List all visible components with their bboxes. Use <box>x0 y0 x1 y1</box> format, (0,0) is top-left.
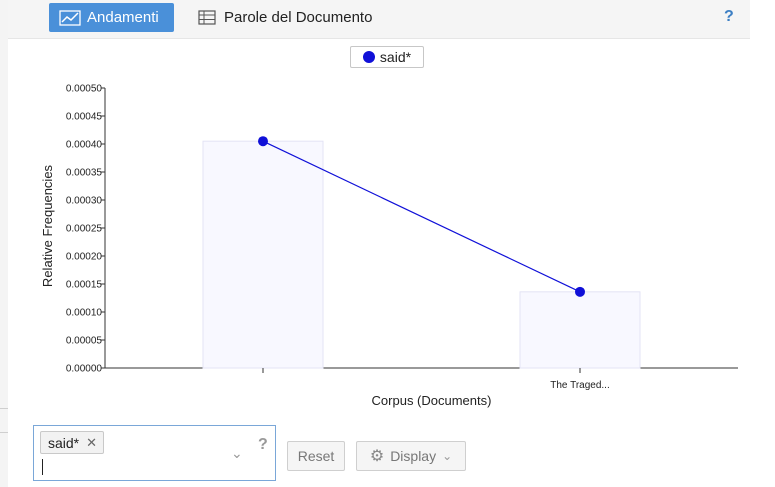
y-tick-label: 0.00025 <box>66 224 103 235</box>
display-button[interactable]: ⚙ Display ⌄ <box>356 441 466 471</box>
term-chip[interactable]: said* ✕ <box>40 431 105 454</box>
legend-label: said* <box>379 49 412 65</box>
help-icon[interactable]: ? <box>724 8 734 25</box>
y-tick-label: 0.00000 <box>66 364 103 375</box>
y-axis-title: Relative Frequencies <box>40 164 55 287</box>
x-axis-title: Corpus (Documents) <box>372 393 492 408</box>
term-search-input[interactable]: said* ✕ ⌄ <box>33 425 276 481</box>
data-point <box>258 136 268 147</box>
y-tick-label: 0.00045 <box>66 112 103 123</box>
trend-chart: 0.00000 0.00005 0.00010 0.00015 0.00020 0.000… <box>40 84 738 408</box>
reset-button[interactable]: Reset <box>287 441 345 471</box>
data-point <box>575 286 585 297</box>
display-button-label: Display <box>390 448 437 464</box>
y-tick-label: 0.00050 <box>66 84 103 95</box>
table-icon <box>198 10 216 25</box>
y-tick-label: 0.00020 <box>66 252 103 263</box>
chart-legend[interactable]: said* <box>350 46 424 68</box>
tab-andamenti[interactable]: Andamenti <box>49 3 174 32</box>
tab-andamenti-label: Andamenti <box>87 9 159 26</box>
chevron-down-icon[interactable]: ⌄ <box>231 445 243 461</box>
legend-marker <box>362 51 375 63</box>
left-gutter <box>0 0 8 487</box>
bar <box>519 291 641 369</box>
series-line <box>262 140 581 293</box>
reset-button-label: Reset <box>297 448 335 464</box>
y-tick-label: 0.00010 <box>66 308 103 319</box>
left-divider <box>0 432 8 433</box>
tab-parole-label: Parole del Documento <box>224 9 373 26</box>
line-chart-icon <box>59 9 81 26</box>
text-cursor <box>42 459 43 475</box>
help-icon[interactable]: ? <box>258 436 268 453</box>
chevron-down-icon: ⌄ <box>442 449 453 463</box>
gear-icon: ⚙ <box>369 448 385 465</box>
x-tick-label: The Traged... <box>550 380 609 391</box>
y-tick-label: 0.00030 <box>66 196 103 207</box>
y-tick-label: 0.00005 <box>66 336 103 347</box>
y-tick-label: 0.00015 <box>66 280 103 291</box>
tab-bar: Andamenti Parole del Documento ? <box>8 0 750 39</box>
term-chip-label: said* <box>48 434 80 451</box>
bar <box>202 140 324 369</box>
y-tick-label: 0.00035 <box>66 168 103 179</box>
y-tick-label: 0.00040 <box>66 140 103 151</box>
left-divider <box>0 408 8 409</box>
tab-parole-del-documento[interactable]: Parole del Documento <box>198 3 372 32</box>
remove-term-icon[interactable]: ✕ <box>86 434 98 450</box>
